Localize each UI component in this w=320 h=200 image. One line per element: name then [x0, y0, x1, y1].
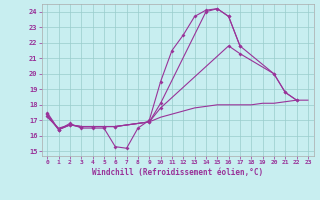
X-axis label: Windchill (Refroidissement éolien,°C): Windchill (Refroidissement éolien,°C) — [92, 168, 263, 177]
